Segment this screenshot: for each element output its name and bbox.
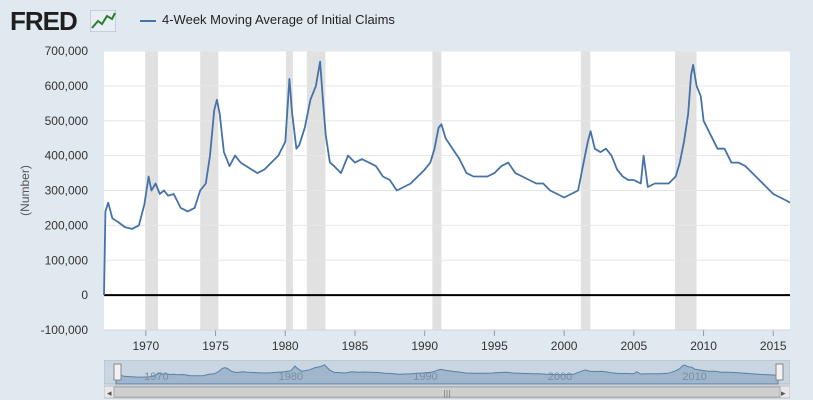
- navigator-handle[interactable]: [775, 363, 784, 381]
- y-tick-label: 700,000: [45, 44, 89, 58]
- navigator-handle[interactable]: [113, 363, 122, 381]
- y-tick-label: 400,000: [45, 149, 89, 163]
- y-tick-label: 300,000: [45, 184, 89, 198]
- series-line: [103, 60, 791, 296]
- x-tick-label: 1995: [481, 339, 508, 353]
- navigator-label: 1990: [413, 371, 437, 383]
- x-tick-label: 1980: [272, 339, 299, 353]
- navigator-series: [115, 364, 779, 385]
- navigator-label: 2010: [682, 371, 706, 383]
- plot-area: -100,000 0 100,000 200,000 300,000 400,000 500…: [18, 44, 791, 353]
- y-tick-label: 600,000: [45, 79, 89, 93]
- fred-logo[interactable]: FRED: [10, 6, 78, 36]
- x-tick-label: 1985: [342, 339, 369, 353]
- line-chart-icon: [90, 10, 116, 32]
- scroll-left-icon[interactable]: ◂: [107, 389, 112, 399]
- y-tick-label: 0: [81, 288, 88, 302]
- scrollbar-grip-icon: |||: [443, 389, 451, 398]
- y-tick-label: 500,000: [45, 114, 89, 128]
- x-tick-label: 2010: [690, 339, 717, 353]
- x-tick-label: 2000: [551, 339, 578, 353]
- x-tick-label: 2015: [760, 339, 787, 353]
- navigator-label: 2000: [548, 371, 572, 383]
- legend-swatch: [140, 19, 156, 22]
- chart-area[interactable]: -100,000 0 100,000 200,000 300,000 400,000 500…: [0, 40, 813, 360]
- navigator-label: 1970: [144, 371, 168, 383]
- y-tick-label: 200,000: [45, 218, 89, 232]
- x-tick-label: 1990: [411, 339, 438, 353]
- navigator-label: 1980: [279, 371, 303, 383]
- x-tick-label: 1975: [202, 339, 229, 353]
- scroll-right-icon[interactable]: ▸: [781, 389, 786, 399]
- chart-header: FRED 4-Week Moving Average of Initial Cl…: [0, 0, 813, 40]
- legend-label: 4-Week Moving Average of Initial Claims: [162, 12, 395, 27]
- legend[interactable]: 4-Week Moving Average of Initial Claims: [140, 12, 395, 27]
- y-axis-title: (Number): [18, 165, 32, 216]
- navigator-area: 1970 1980 1990 2000 2010 ◂ ▸ |||: [104, 360, 790, 399]
- y-tick-label: 100,000: [45, 253, 89, 267]
- scrollbar-thumb[interactable]: [113, 386, 781, 398]
- x-tick-label: 1970: [132, 339, 159, 353]
- navigator[interactable]: 1970 1980 1990 2000 2010 ◂ ▸ |||: [104, 360, 790, 400]
- y-tick-label: -100,000: [41, 323, 89, 337]
- x-tick-label: 2005: [620, 339, 647, 353]
